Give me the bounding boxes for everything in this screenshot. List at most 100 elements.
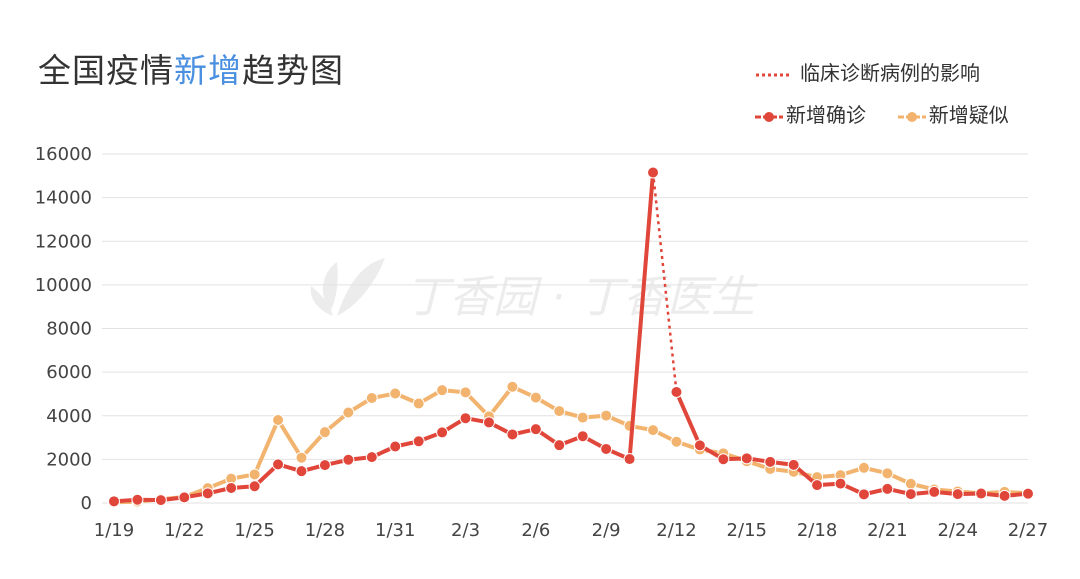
x-tick-label: 2/3	[451, 520, 480, 541]
data-point	[412, 435, 425, 448]
data-point	[108, 495, 120, 508]
data-point	[576, 430, 589, 443]
data-point	[154, 494, 167, 507]
data-point	[318, 426, 331, 439]
y-tick-label: 16000	[35, 144, 92, 165]
legend-clinical-label: 临床诊断病例的影响	[800, 61, 980, 85]
data-point	[881, 482, 894, 495]
y-tick-label: 12000	[35, 231, 92, 252]
x-tick-label: 1/22	[164, 520, 204, 541]
data-point	[600, 409, 613, 422]
data-point	[225, 481, 238, 494]
data-point	[670, 435, 683, 448]
data-point	[389, 387, 402, 400]
y-axis-ticks: 0 2000 4000 6000 8000 10000 12000 14000 16000	[35, 144, 92, 514]
data-point	[553, 405, 566, 418]
data-point	[459, 412, 472, 425]
x-tick-label: 2/27	[1008, 520, 1048, 541]
y-tick-label: 14000	[35, 188, 92, 209]
confirmed-line-marker-icon	[755, 111, 783, 122]
data-point	[857, 488, 870, 501]
x-tick-label: 2/18	[797, 520, 837, 541]
series-segment	[627, 170, 656, 462]
data-point	[318, 459, 331, 472]
data-point	[951, 488, 964, 501]
watermark: 丁香园 · 丁香医生	[310, 258, 758, 323]
data-point	[201, 487, 214, 500]
legend-confirmed-label: 新增确诊	[786, 103, 866, 127]
data-point	[295, 465, 308, 478]
leaf-icon	[310, 258, 385, 316]
x-tick-label: 1/25	[234, 520, 274, 541]
data-point	[623, 453, 636, 466]
data-point	[553, 439, 566, 452]
clinical-annotation	[651, 172, 678, 393]
data-point	[412, 397, 425, 410]
data-point	[576, 411, 589, 424]
x-tick-label: 2/9	[592, 520, 621, 541]
data-point	[717, 453, 730, 466]
data-point	[647, 166, 660, 179]
data-point	[600, 442, 613, 455]
data-point	[459, 386, 472, 399]
clinical-dotted-segment	[651, 172, 678, 393]
data-point	[131, 493, 144, 506]
data-point	[389, 440, 402, 453]
data-point	[248, 468, 261, 481]
data-point	[365, 392, 378, 405]
watermark-text: 丁香园 · 丁香医生	[405, 272, 758, 323]
data-point	[295, 451, 308, 464]
data-point	[975, 487, 988, 500]
grid-lines	[102, 153, 1028, 504]
data-point	[928, 485, 941, 498]
data-point	[272, 458, 285, 471]
data-point	[904, 488, 917, 501]
data-point	[436, 384, 449, 397]
data-point	[342, 406, 355, 419]
x-tick-label: 2/6	[521, 520, 550, 541]
x-tick-label: 1/31	[375, 520, 415, 541]
data-point	[740, 452, 753, 465]
y-tick-label: 6000	[46, 362, 92, 383]
y-tick-label: 0	[81, 493, 92, 514]
suspected-line-marker-icon	[897, 111, 926, 122]
series-confirmed	[108, 166, 1034, 508]
x-tick-label: 2/24	[937, 520, 977, 541]
data-point	[998, 489, 1011, 502]
data-point	[693, 439, 706, 452]
dotted-line-icon	[756, 73, 792, 76]
data-point	[248, 480, 261, 493]
x-tick-label: 1/19	[94, 520, 134, 541]
chart-title: 全国疫情新增趋势图	[38, 44, 344, 92]
data-point	[670, 385, 683, 398]
series-segment	[252, 417, 281, 477]
y-tick-label: 10000	[35, 275, 92, 296]
y-tick-label: 8000	[46, 319, 92, 340]
data-point	[178, 491, 191, 504]
legend-suspected-label: 新增疑似	[928, 103, 1009, 127]
series-segment	[674, 389, 702, 448]
x-tick-label: 2/15	[727, 520, 767, 541]
title-part1: 全国疫情	[38, 51, 174, 90]
data-point	[764, 455, 777, 468]
data-point	[529, 423, 542, 436]
data-point	[506, 380, 519, 393]
data-point	[482, 416, 495, 429]
data-point	[529, 391, 542, 404]
y-tick-label: 2000	[46, 449, 92, 470]
data-point	[342, 453, 355, 466]
title-highlight: 新增	[174, 51, 242, 90]
legend-confirmed: 新增确诊	[754, 103, 872, 127]
data-point	[365, 451, 378, 464]
data-point	[272, 413, 285, 426]
x-tick-label: 1/28	[305, 520, 345, 541]
data-point	[857, 461, 870, 474]
data-point	[881, 467, 894, 480]
series-segment	[486, 384, 515, 419]
data-point	[506, 428, 519, 441]
legend-clinical: 临床诊断病例的影响	[754, 57, 980, 86]
legend-suspected: 新增疑似	[890, 103, 1009, 127]
y-tick-label: 4000	[46, 406, 92, 427]
x-tick-label: 2/21	[867, 520, 907, 541]
